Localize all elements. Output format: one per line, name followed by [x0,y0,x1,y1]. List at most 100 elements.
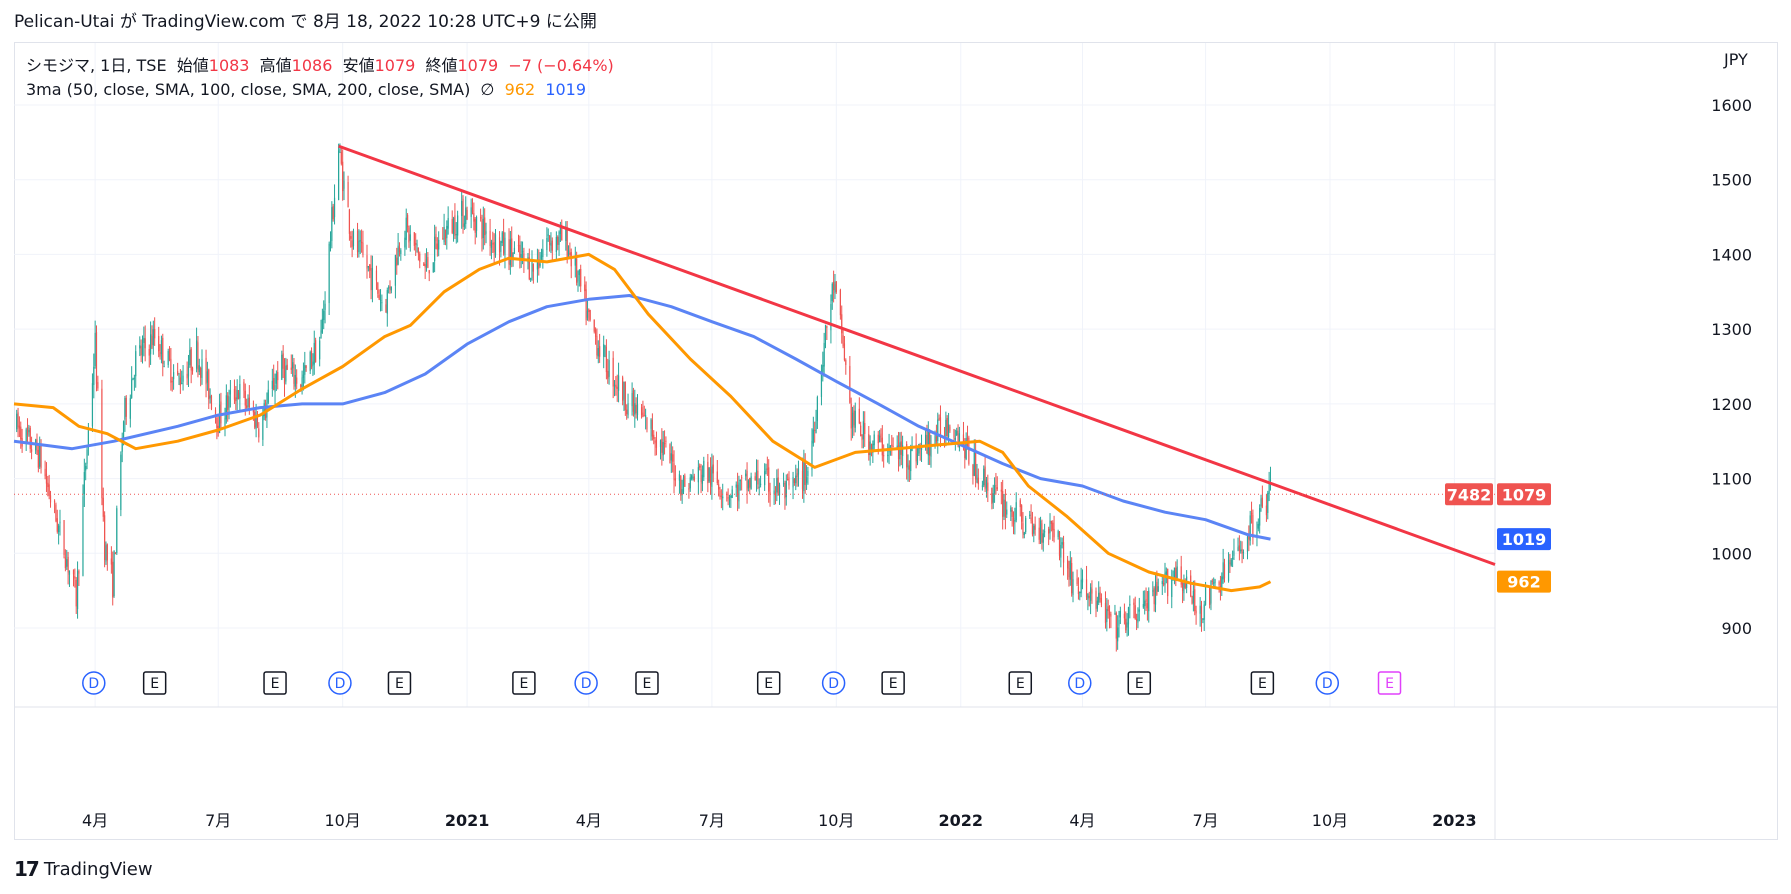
candle [615,376,617,396]
candle [1257,518,1259,532]
candle-body [218,404,221,433]
candle [435,226,437,250]
earnings-marker[interactable]: E [142,671,167,695]
candle [754,472,756,481]
candle-body [400,250,402,254]
candle-body [394,255,397,286]
candle-body [110,558,112,565]
candle [133,374,135,391]
earnings-marker[interactable]: E [756,671,781,695]
earnings-marker[interactable]: E [1127,671,1152,695]
candle [94,320,96,369]
candle [634,389,636,428]
indicator-legend[interactable]: 3ma (50, close, SMA, 100, close, SMA, 20… [26,80,586,99]
y-tick-label: 1400 [1711,245,1752,264]
candle [237,390,240,400]
earnings-marker[interactable]: E [263,671,287,695]
candle-body [512,252,514,261]
candle-body [220,401,222,424]
candle [1076,569,1078,587]
candle-body [1049,520,1051,533]
earnings-marker[interactable]: E [512,671,536,695]
candle-body [44,468,46,477]
candle [200,366,202,387]
candle [815,409,817,434]
dividend-marker[interactable]: D [1068,671,1092,695]
open-value: 1083 [208,56,250,75]
candle [434,224,436,273]
candle-body [588,309,590,313]
candle [191,366,194,375]
candle [1069,551,1071,586]
earnings-marker[interactable]: E [635,671,659,695]
earnings-marker[interactable]: E [387,671,412,695]
candle [1240,540,1242,554]
candle [902,435,904,469]
earnings-marker[interactable]: E [1250,671,1275,695]
candle [635,397,637,419]
earnings-marker[interactable]: E [1377,671,1402,695]
change-value: −7 (−0.64%) [508,56,614,75]
candle-body [1222,562,1224,580]
candle [557,235,559,251]
earnings-icon [1377,671,1402,695]
candle [419,251,421,269]
candle [144,325,146,362]
candle-body [824,325,827,341]
candle-body [114,553,117,555]
candle-body [910,448,912,472]
currency-label[interactable]: JPY [1724,50,1748,69]
candle [224,407,226,437]
candle-body [152,329,154,346]
candle-body [935,436,938,442]
dividend-marker[interactable]: D [82,671,106,695]
candle-body [787,478,789,480]
candle [347,175,349,208]
candle [474,217,476,245]
candle-body [457,215,459,236]
candle [528,248,530,281]
candle [44,460,46,480]
dividend-marker[interactable]: D [1315,671,1340,695]
candle [839,288,841,320]
candle [653,430,655,445]
candle [45,462,48,493]
candle-body [1227,559,1230,581]
candle-body [785,481,787,498]
candle-body [1110,614,1112,617]
earnings-marker[interactable]: E [1008,671,1033,695]
candle-body [842,335,844,347]
dividend-letter: D [88,676,99,692]
dividend-marker[interactable]: D [821,671,846,695]
earnings-marker[interactable]: E [881,671,905,695]
candle-body [1068,567,1070,578]
dividend-marker[interactable]: D [328,671,352,695]
candle-body [255,415,257,429]
candle [197,335,199,378]
candle-body [616,386,618,389]
candle [275,370,277,391]
candle [26,418,29,443]
candle-body [976,474,978,482]
high-value: 1086 [291,56,333,75]
candle [131,366,133,399]
dividend-marker[interactable]: D [574,671,598,695]
x-tick-label: 7月 [205,811,231,830]
candle [55,502,57,523]
candle-body [992,493,994,503]
candle [805,465,808,490]
candle-body [612,357,614,387]
candle-body [538,259,540,269]
candle [120,451,122,517]
ma100-badge: 1019 [1497,528,1551,551]
candle [699,463,701,471]
candle-body [1163,583,1165,585]
candle-body [313,342,315,365]
candle [782,472,785,487]
x-tick-label: 2023 [1432,811,1477,830]
candle-body [603,344,605,357]
candle-body [682,477,685,492]
candle [277,361,279,390]
candle [490,239,493,260]
